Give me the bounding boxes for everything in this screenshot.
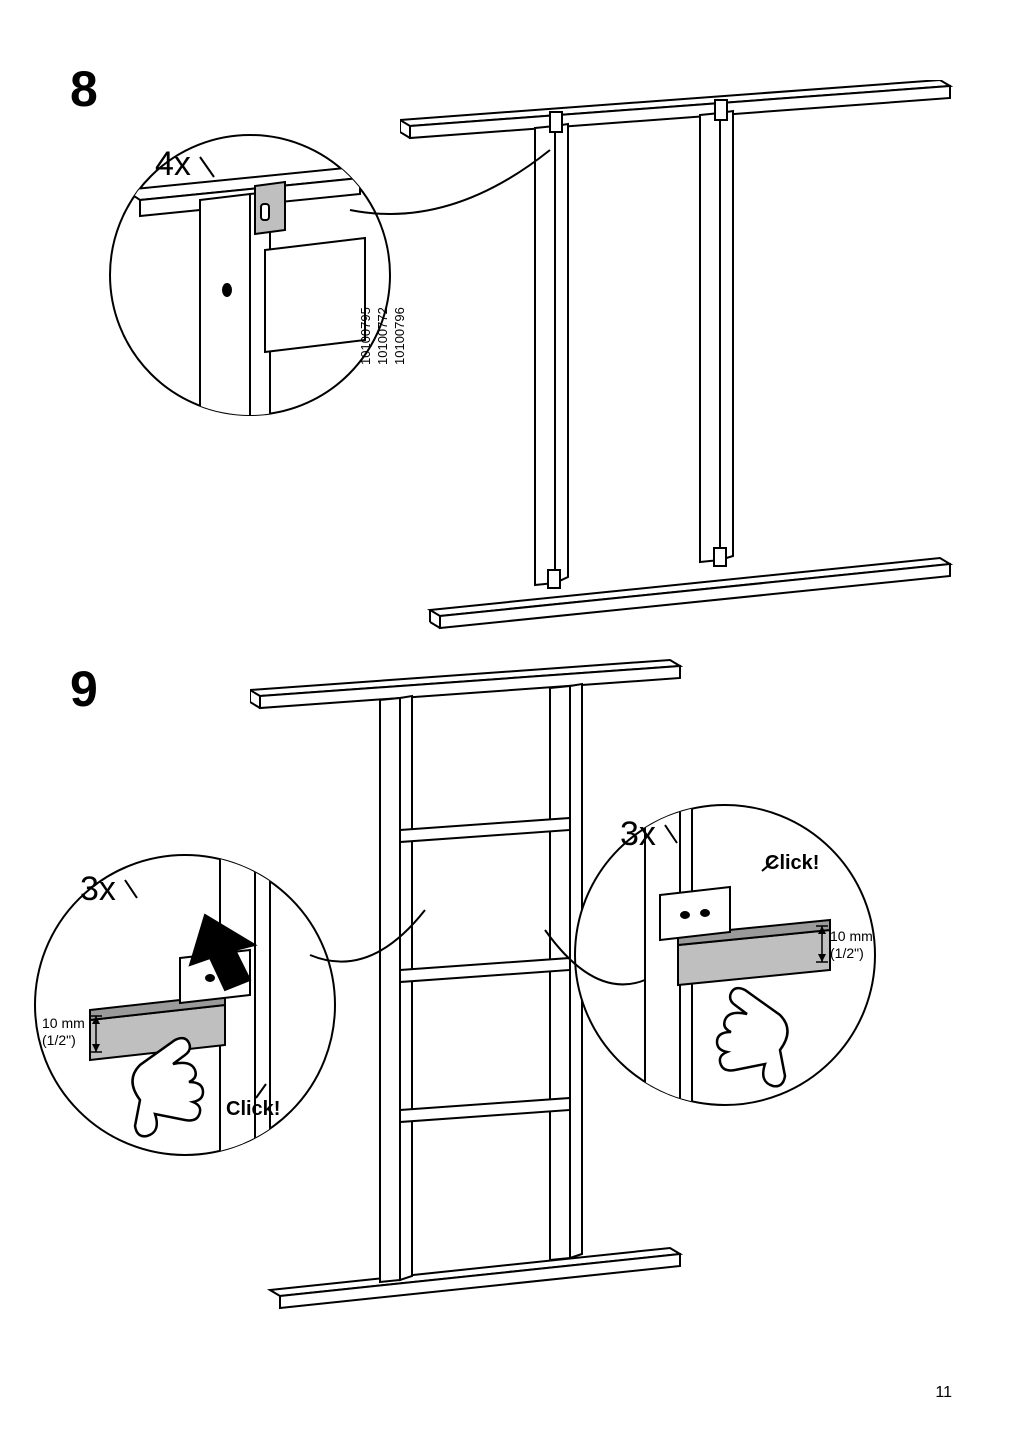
step-8-number: 8 <box>70 60 98 118</box>
step9-right-measure: 10 mm (1/2") <box>830 928 873 962</box>
part-code-2: 10100772 <box>375 307 390 365</box>
step9-left-detail <box>30 850 340 1160</box>
qty-tick-9r <box>663 823 689 849</box>
part-code-3: 10100796 <box>392 307 407 365</box>
dim-r <box>812 922 832 966</box>
click-tick-9l <box>252 1082 272 1100</box>
step8-part-codes: 10100795 10100772 10100796 <box>358 307 409 365</box>
measure-mm-r: 10 mm <box>830 928 873 944</box>
step9-right-leader <box>540 920 650 1040</box>
click-tick-9r <box>758 855 778 873</box>
dim-l <box>86 1012 106 1056</box>
instruction-page: 8 <box>0 0 1012 1432</box>
step9-right-qty: 3x <box>620 815 656 854</box>
measure-in-l: (1/2") <box>42 1032 76 1048</box>
measure-mm-l: 10 mm <box>42 1015 85 1031</box>
qty-tick-9l <box>123 878 149 904</box>
step9-left-measure: 10 mm (1/2") <box>42 1015 85 1049</box>
step9-left-leader <box>300 900 430 1020</box>
step8-leader <box>340 140 560 240</box>
step-9-number: 9 <box>70 660 98 718</box>
measure-in-r: (1/2") <box>830 945 864 961</box>
step9-left-click: Click! <box>226 1098 280 1121</box>
qty-tick-8 <box>198 155 228 185</box>
page-number: 11 <box>935 1384 952 1402</box>
part-code-1: 10100795 <box>358 307 373 365</box>
step9-left-qty: 3x <box>80 870 116 909</box>
step8-qty-label: 4x <box>155 145 191 184</box>
